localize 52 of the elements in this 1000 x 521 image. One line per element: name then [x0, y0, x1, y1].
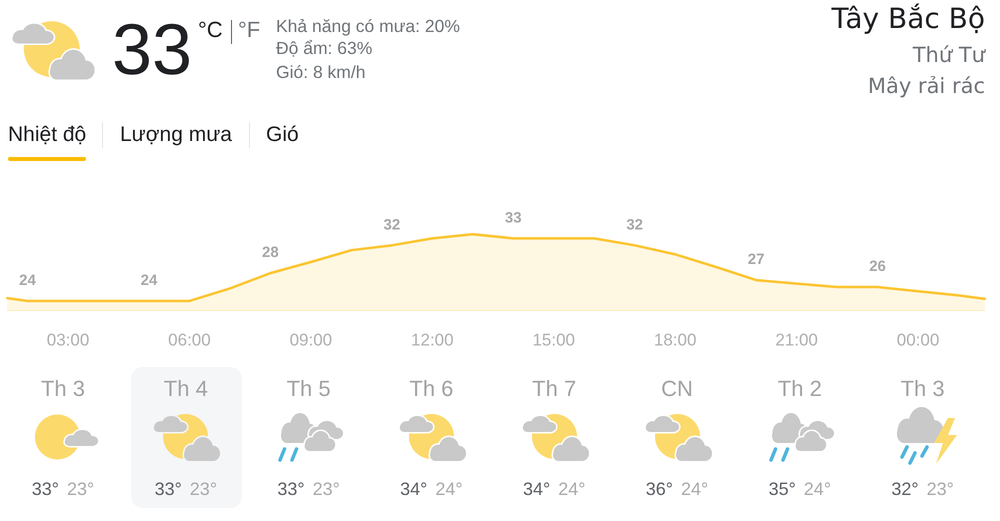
- data-label: 24°: [435, 478, 463, 499]
- data-label: 32°: [891, 478, 919, 499]
- data-label: 33°: [277, 478, 305, 499]
- text: °F: [238, 16, 260, 42]
- text: Tây Bắc Bộ: [832, 2, 985, 35]
- category-label: Th 4: [164, 376, 208, 402]
- data-label: 23°: [190, 478, 218, 499]
- x-tick-label: 00:00: [896, 330, 940, 350]
- text: Lượng mưa: [120, 122, 232, 146]
- data-label: 35°: [768, 478, 796, 499]
- x-tick-label: 09:00: [290, 330, 332, 350]
- data-label: 33°: [32, 478, 59, 499]
- data-label: 27: [748, 251, 764, 268]
- x-tick-label: 21:00: [775, 330, 818, 350]
- data-label: 23°: [67, 478, 94, 499]
- category-label: Th 7: [532, 376, 576, 402]
- x-tick-label: 12:00: [411, 330, 454, 350]
- data-label: 36°: [646, 478, 673, 499]
- text: 33: [112, 10, 192, 90]
- category-label: Th 2: [778, 376, 822, 402]
- x-tick-label: 18:00: [654, 330, 696, 350]
- data-label: 24°: [681, 478, 708, 499]
- data-label: 33: [504, 209, 522, 226]
- data-label: 32: [626, 216, 644, 234]
- data-label: 24°: [558, 478, 586, 499]
- text: Khả năng có mưa: 20%: [276, 16, 460, 36]
- category-label: Th 5: [286, 376, 331, 402]
- category-label: CN: [661, 376, 693, 402]
- data-label: 32: [383, 216, 400, 234]
- data-label: 26: [869, 258, 886, 276]
- data-label: 24°: [804, 478, 832, 499]
- text: Thứ Tư: [912, 42, 985, 67]
- data-label: 23°: [312, 478, 340, 499]
- category-label: Th 3: [900, 376, 945, 402]
- text: Gió: [266, 122, 299, 146]
- text: °C: [198, 16, 223, 42]
- data-label: 28: [262, 244, 279, 262]
- x-tick-label: 06:00: [168, 330, 211, 350]
- text: Độ ẩm: 63%: [276, 38, 372, 58]
- x-tick-label: 15:00: [532, 330, 575, 350]
- data-label: 24: [140, 272, 158, 289]
- text: Gió: 8 km/h: [276, 62, 366, 82]
- data-label: 33°: [154, 478, 182, 499]
- x-tick-label: 03:00: [46, 330, 90, 350]
- category-label: Th 6: [409, 376, 454, 402]
- category-label: Th 3: [40, 376, 86, 402]
- data-label: 34°: [400, 478, 428, 499]
- data-label: 24: [19, 272, 37, 289]
- data-label: 23°: [926, 478, 954, 499]
- text: Nhiệt độ: [8, 122, 86, 146]
- text: Mây rải rác: [868, 74, 985, 98]
- data-label: 34°: [522, 478, 550, 499]
